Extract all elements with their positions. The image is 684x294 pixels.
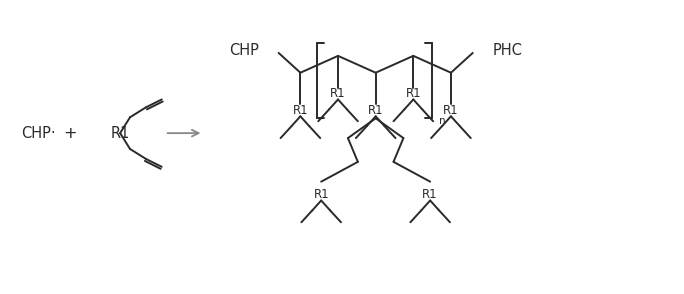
Text: n: n	[439, 116, 446, 126]
Text: R1: R1	[368, 104, 384, 117]
Text: CHP: CHP	[229, 44, 259, 59]
Text: R1: R1	[313, 188, 329, 201]
Text: CHP·: CHP·	[21, 126, 55, 141]
Text: +: +	[63, 126, 77, 141]
Text: R1: R1	[406, 87, 421, 100]
Text: R1: R1	[443, 104, 459, 117]
Text: PHC: PHC	[492, 44, 523, 59]
Text: R1: R1	[422, 188, 438, 201]
Text: R1: R1	[293, 104, 308, 117]
Text: R1: R1	[110, 126, 130, 141]
Text: R1: R1	[330, 87, 346, 100]
